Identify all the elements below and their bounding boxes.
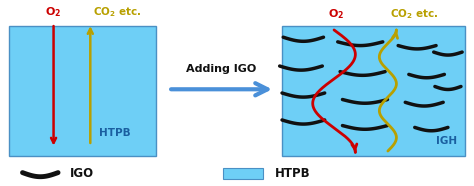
- Text: IGH: IGH: [436, 136, 457, 146]
- Text: $\mathregular{CO_2}$ etc.: $\mathregular{CO_2}$ etc.: [92, 5, 141, 19]
- Text: $\mathregular{O_2}$: $\mathregular{O_2}$: [328, 8, 345, 21]
- Bar: [282, 26, 465, 156]
- Text: $\mathregular{CO_2}$ etc.: $\mathregular{CO_2}$ etc.: [390, 8, 439, 21]
- Bar: [9, 26, 156, 156]
- Text: HTPB: HTPB: [100, 128, 131, 138]
- Text: $\mathregular{O_2}$: $\mathregular{O_2}$: [46, 5, 62, 19]
- Bar: [223, 168, 263, 179]
- Text: Adding IGO: Adding IGO: [186, 64, 257, 74]
- Text: IGO: IGO: [70, 167, 94, 180]
- Text: HTPB: HTPB: [275, 167, 310, 180]
